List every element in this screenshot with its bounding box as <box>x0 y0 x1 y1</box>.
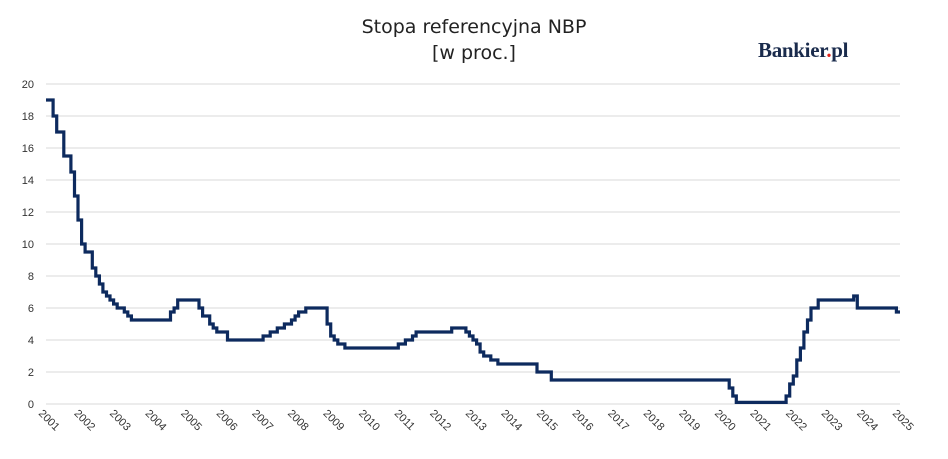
y-tick-label: 10 <box>22 239 34 251</box>
x-tick-label: 2019 <box>676 408 702 434</box>
y-tick-label: 12 <box>22 207 34 219</box>
x-tick-label: 2008 <box>285 408 311 434</box>
gridlines <box>46 83 900 405</box>
x-tick-label: 2017 <box>605 408 631 434</box>
x-tick-label: 2024 <box>854 408 880 434</box>
x-tick-label: 2002 <box>71 408 97 434</box>
x-tick-label: 2018 <box>641 408 667 434</box>
x-tick-label: 2003 <box>107 408 133 434</box>
x-tick-label: 2022 <box>783 408 809 434</box>
x-tick-label: 2011 <box>392 408 417 433</box>
x-tick-label: 2023 <box>819 408 845 434</box>
x-tick-label: 2005 <box>178 408 204 434</box>
y-tick-label: 0 <box>28 399 34 411</box>
x-tick-label: 2016 <box>570 408 596 434</box>
x-tick-label: 2013 <box>463 408 489 434</box>
logo-text-main: Bankier <box>758 38 827 62</box>
chart-title-block: Stopa referencyjna NBP [w proc.] <box>0 14 948 66</box>
y-tick-label: 6 <box>28 303 34 315</box>
x-tick-label: 2009 <box>321 408 347 434</box>
x-tick-label: 2012 <box>427 408 453 434</box>
x-tick-label: 2001 <box>36 408 62 434</box>
y-tick-label: 8 <box>28 271 34 283</box>
series-line-0 <box>46 98 900 404</box>
x-tick-label: 2021 <box>748 408 774 434</box>
x-tick-label: 2025 <box>890 408 916 434</box>
x-tick-label: 2006 <box>214 408 240 434</box>
x-axis-ticks: 2001 2002 2003 2004 2005 2006 2007 2008 2009 2010… <box>36 408 916 434</box>
x-tick-label: 2004 <box>143 408 169 434</box>
y-tick-label: 4 <box>28 335 34 347</box>
x-tick-label: 2010 <box>356 408 382 434</box>
x-tick-label: 2020 <box>712 408 738 434</box>
x-tick-label: 2007 <box>249 408 275 434</box>
bankier-logo: Bankier.pl <box>758 38 849 63</box>
y-tick-label: 2 <box>28 367 34 379</box>
chart-title: Stopa referencyjna NBP <box>361 16 587 38</box>
logo-text-tld: pl <box>831 38 849 62</box>
series-layer <box>46 98 900 404</box>
y-tick-label: 18 <box>22 111 34 123</box>
y-tick-label: 14 <box>22 175 34 187</box>
logo-text-dot: . <box>826 38 832 62</box>
x-tick-label: 2014 <box>498 408 524 434</box>
x-tick-label: 2015 <box>534 408 560 434</box>
y-tick-label: 20 <box>22 79 34 91</box>
y-axis-ticks: 0 2 4 6 8 10 12 14 16 18 20 <box>22 79 34 411</box>
chart-subtitle: [w proc.] <box>432 42 516 64</box>
y-tick-label: 16 <box>22 143 34 155</box>
